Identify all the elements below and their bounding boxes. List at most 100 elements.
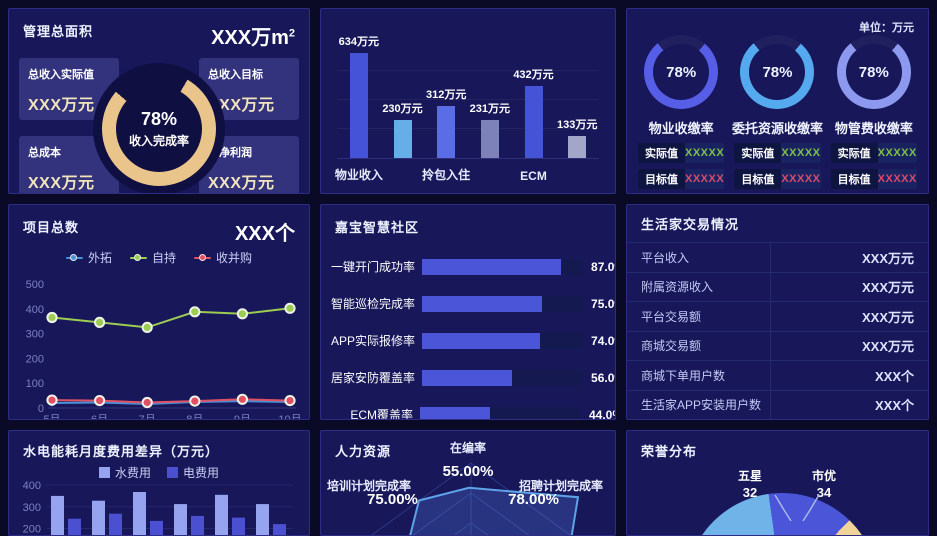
svg-text:0: 0	[38, 403, 44, 415]
panel-utilities-cost: 水电能耗月度费用差异（万元） 水费用 电费用 400 300 200	[8, 430, 310, 536]
legend-item[interactable]: 电费用	[167, 464, 219, 481]
income-completion-label: 收入完成率	[128, 134, 189, 148]
community-bar-track	[422, 369, 583, 386]
panel-management-area: 管理总面积 XXX万m2 总收入实际值 XXX万元 总收入目标 XXX万元 总成…	[8, 8, 310, 194]
pie-slice-value: 34	[816, 485, 832, 500]
community-bar-value: 87.0%	[591, 259, 615, 274]
community-bar-value: 56.0%	[591, 370, 615, 385]
panel-title-community: 嘉宝智慧社区	[335, 220, 420, 235]
legend-item[interactable]: 收并购	[194, 249, 252, 266]
kpi-tag: 实际值	[734, 143, 782, 163]
gridline	[337, 70, 599, 71]
radar-axis-label-right: 招聘计划完成率	[518, 479, 603, 493]
community-bar-label: ECM覆盖率	[350, 408, 413, 420]
panel-life-trade: 生活家交易情况 平台收入 XXX万元 附属资源收入 XXX万元 平台交易额 XXX万元 商城…	[626, 204, 929, 420]
svg-text:200: 200	[26, 353, 44, 365]
community-bar-track	[422, 258, 583, 275]
table-row: 平台交易额 XXX万元	[627, 302, 928, 332]
table-row-value: XXX万元	[861, 250, 914, 266]
bar	[524, 86, 543, 158]
projects-line-legend: 外拓 自持 收并购	[9, 249, 309, 266]
kpi-value: XXXXXX.XX	[685, 147, 725, 159]
gauge-kpi-rows: 实际值XXXXXX.XX目标值XXXXXX.XX	[633, 137, 729, 189]
kpi-row: 实际值XXXXXX.XX	[830, 143, 917, 163]
table-row: 平台收入 XXX万元	[627, 243, 928, 273]
gauge-kpi-rows: 实际值XXXXXX.XX 目标值XXXXXX.XX	[729, 137, 825, 189]
gauge-ring: 78%	[740, 35, 815, 109]
legend-marker	[65, 253, 83, 261]
panel-collection-rates: 单位：万元 78%物业收缴率实际值XXXXXX.XX目标值XXXXXX.XX78…	[626, 8, 929, 194]
svg-text:5月: 5月	[43, 414, 60, 420]
table-row-value: XXX万元	[861, 280, 914, 296]
legend-item[interactable]: 外拓	[65, 249, 112, 266]
bar-value-label: 231万元	[469, 103, 510, 115]
community-bar-label: 智能巡检完成率	[331, 297, 416, 311]
bar-category-label: 物业收入	[334, 168, 383, 182]
income-bar-plot: 634万元 230万元 312万元 231万元 432万元 133万元	[337, 36, 599, 159]
panel-title-honors: 荣誉分布	[641, 444, 698, 459]
pie-slice-label: 五星 32	[723, 467, 777, 500]
panel-projects-total: 项目总数 XXX个 外拓 自持 收并购 0 100 200 300 400 500 5月 6月 7月…	[8, 204, 310, 420]
kpi-value: XXXXXX.XX	[781, 147, 821, 159]
stat-income-target: 总收入目标 XXX万元	[199, 58, 299, 120]
collection-gauge: 78%委托资源收缴率实际值XXXXXX.XX目标值XXXXXX.XX	[729, 35, 825, 189]
radar-axis-label-left: 培训计划完成率	[327, 479, 412, 493]
gauge-ring: 78%	[836, 35, 911, 109]
pie-slice-name: 市优	[811, 469, 836, 483]
community-bar-row: ECM覆盖率 44.0%	[331, 406, 615, 420]
income-completion-percent: 78%	[140, 109, 178, 129]
bar	[480, 120, 499, 158]
projects-line-chart: 0 100 200 300 400 500 5月 6月 7月 8月 9月 10月	[9, 270, 309, 420]
svg-text:400: 400	[23, 480, 41, 492]
svg-text:9月: 9月	[234, 414, 251, 420]
pie-slice-label: 市优 34	[797, 467, 851, 500]
svg-text:7月: 7月	[139, 414, 156, 420]
community-bar-value: 74.0%	[591, 333, 615, 348]
radar-axis-value-top: 55.00%	[442, 463, 494, 480]
community-bar-label: APP实际报修率	[331, 334, 416, 348]
kpi-tag: 实际值	[830, 143, 878, 163]
panel-title-management: 管理总面积	[23, 24, 94, 39]
bar	[568, 136, 587, 158]
table-row-label: 平台交易额	[627, 302, 772, 331]
income-bar-chart: 634万元 230万元 312万元 231万元 432万元 133万元 物业收入 拎包入住 EC…	[335, 19, 599, 185]
bar-value-label: 634万元	[338, 36, 379, 48]
kpi-row: 目标值XXXXXX.XX	[734, 169, 821, 189]
community-bar-fill	[422, 295, 543, 312]
legend-swatch	[167, 467, 178, 478]
legend-label: 收并购	[216, 251, 253, 265]
panel-title-projects: 项目总数	[23, 220, 80, 235]
panel-smart-community: 嘉宝智慧社区 一键开门成功率 87.0% 智能巡检完成率 75.0% APP实际报修率 7…	[320, 204, 616, 420]
collection-gauge: 78%物业收缴率实际值XXXXXX.XX目标值XXXXXX.XX	[633, 35, 729, 189]
table-row-label: 平台收入	[627, 243, 772, 272]
community-bar-value: 44.0%	[589, 407, 615, 420]
legend-label: 外拓	[87, 251, 112, 265]
community-bar-fill	[422, 332, 541, 349]
panel-title-utilities: 水电能耗月度费用差异（万元）	[23, 444, 220, 459]
pie-slice-name: 五星	[737, 469, 762, 483]
bar-category-label: 拎包入住	[422, 168, 471, 182]
legend-marker	[194, 253, 211, 261]
legend-item[interactable]: 自持	[129, 249, 176, 266]
bar-value-label: 312万元	[425, 89, 467, 101]
table-row: 生活家APP安装用户数 XXX个	[627, 390, 928, 419]
legend-item[interactable]: 水费用	[98, 464, 151, 481]
panel-income-bar-chart: 634万元 230万元 312万元 231万元 432万元 133万元 物业收入 拎包入住 EC…	[320, 8, 616, 194]
panel-title-hr: 人力资源	[335, 444, 392, 459]
bar	[437, 106, 456, 158]
community-bar-row: 一键开门成功率 87.0%	[331, 258, 615, 275]
kpi-row: 实际值XXXXXX.XX	[734, 143, 821, 163]
svg-text:400: 400	[26, 304, 44, 316]
table-row: 商城交易额 XXX万元	[627, 331, 928, 361]
svg-text:100: 100	[26, 378, 44, 390]
svg-text:200: 200	[23, 524, 41, 536]
table-row-label: 生活家APP安装用户数	[627, 390, 772, 419]
kpi-row: 目标值XXXXXX.XX	[638, 169, 725, 189]
community-bar-label: 一键开门成功率	[331, 260, 416, 274]
community-bar-list: 一键开门成功率 87.0% 智能巡检完成率 75.0% APP实际报修率 74.0% 居家安…	[321, 258, 615, 420]
income-completion-donut: 78% 收入完成率	[93, 63, 225, 193]
kpi-value: XXXXXX.XX	[877, 173, 917, 185]
table-row-label: 附属资源收入	[627, 272, 772, 301]
projects-total-value: XXX个	[234, 223, 295, 245]
gridline	[337, 128, 599, 129]
